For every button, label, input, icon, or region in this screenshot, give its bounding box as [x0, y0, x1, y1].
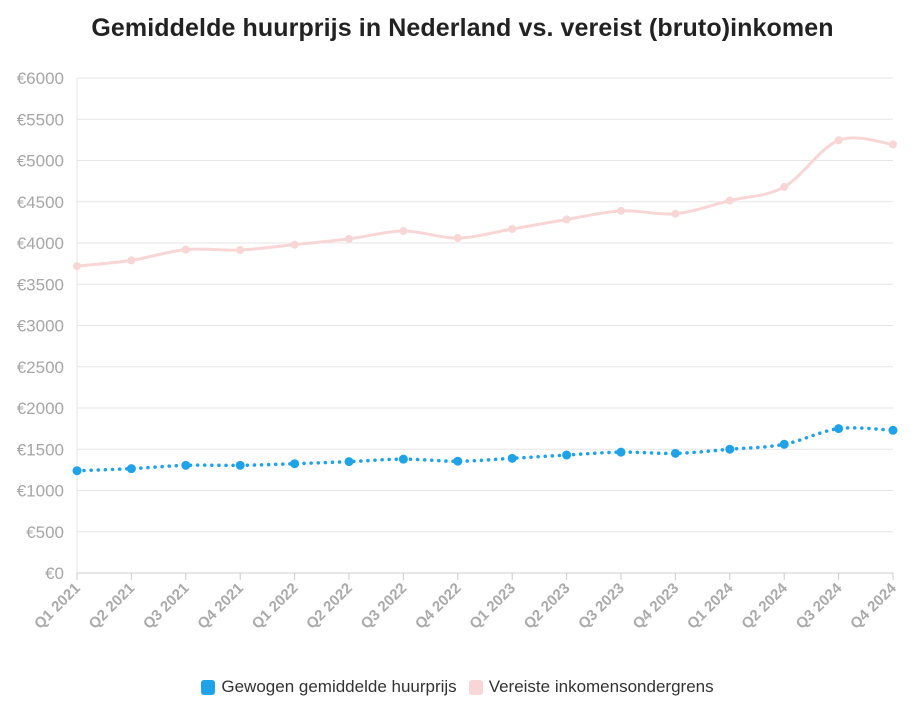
series-gewogen-gemiddelde-huurprijs	[72, 424, 898, 476]
data-point[interactable]	[725, 444, 735, 454]
legend: Gewogen gemiddelde huurprijs Vereiste ink…	[0, 677, 915, 697]
x-tick-label: Q4 2021	[194, 580, 247, 633]
y-tick-label: €1500	[17, 440, 64, 459]
data-point[interactable]	[616, 447, 626, 457]
y-tick-label: €0	[45, 564, 64, 583]
data-point[interactable]	[235, 460, 245, 470]
data-point[interactable]	[617, 206, 625, 215]
legend-swatch	[201, 679, 216, 695]
y-tick-label: €4500	[17, 193, 64, 212]
x-axis-ticks: Q1 2021 Q2 2021 Q3 2021 Q4 2021 Q1 2022 Q2 20…	[31, 579, 900, 632]
data-point[interactable]	[888, 425, 898, 435]
x-tick-label: Q1 2024	[684, 579, 737, 632]
data-point[interactable]	[181, 245, 190, 254]
data-point[interactable]	[345, 234, 353, 243]
y-tick-label: €6000	[17, 69, 64, 88]
x-tick-label: Q1 2022	[249, 580, 302, 633]
y-tick-label: €500	[26, 523, 64, 542]
x-tick-label: Q4 2022	[412, 580, 465, 633]
data-point[interactable]	[780, 182, 789, 191]
x-tick-label: Q2 2024	[738, 579, 791, 632]
data-point[interactable]	[834, 136, 843, 145]
x-tick-label: Q1 2021	[31, 580, 84, 633]
data-point[interactable]	[399, 227, 408, 236]
legend-item[interactable]: Vereiste inkomensondergrens	[468, 677, 714, 697]
data-point[interactable]	[562, 215, 571, 224]
y-axis-ticks: €0 €500 €1000 €1500 €2000 €2500 €3000 €3500 €400…	[17, 69, 64, 583]
series-vereiste-inkomensondergrens	[73, 136, 897, 271]
x-tick-label: Q3 2024	[793, 579, 846, 632]
data-point[interactable]	[126, 464, 136, 474]
data-point[interactable]	[453, 234, 462, 243]
chart-title: Gemiddelde huurprijs in Nederland vs. ve…	[91, 14, 834, 42]
x-tick-label: Q4 2024	[847, 579, 900, 632]
series-line	[75, 426, 895, 473]
x-tick-label: Q1 2023	[466, 580, 519, 633]
y-tick-label: €2000	[17, 399, 64, 418]
y-tick-label: €5000	[17, 152, 64, 171]
data-point[interactable]	[725, 196, 734, 205]
data-point[interactable]	[670, 448, 680, 458]
data-point[interactable]	[127, 256, 136, 265]
y-tick-label: €5500	[17, 110, 64, 129]
series-layer	[72, 136, 898, 476]
data-point[interactable]	[72, 466, 82, 476]
data-point[interactable]	[834, 424, 844, 434]
y-tick-label: €4000	[17, 234, 64, 253]
series-line	[75, 136, 895, 268]
x-tick-label: Q2 2023	[521, 580, 574, 633]
data-point[interactable]	[290, 240, 299, 249]
legend-item[interactable]: Gewogen gemiddelde huurprijs	[201, 677, 457, 697]
x-tick-label: Q4 2023	[630, 580, 683, 633]
data-point[interactable]	[344, 457, 354, 467]
y-tick-label: €2500	[17, 358, 64, 377]
data-point[interactable]	[507, 453, 517, 463]
x-tick-label: Q3 2022	[358, 580, 411, 633]
data-point[interactable]	[671, 209, 680, 218]
data-point[interactable]	[73, 262, 81, 271]
legend-label: Vereiste inkomensondergrens	[488, 677, 714, 696]
x-tick-label: Q2 2022	[303, 580, 356, 633]
x-tick-label: Q3 2023	[575, 580, 628, 633]
data-point[interactable]	[290, 459, 300, 469]
y-tick-label: €3000	[17, 317, 64, 336]
legend-swatch	[468, 679, 483, 695]
legend-label: Gewogen gemiddelde huurprijs	[221, 677, 457, 696]
data-point[interactable]	[236, 246, 245, 255]
y-tick-label: €1000	[17, 482, 64, 501]
data-point[interactable]	[398, 454, 408, 464]
y-tick-label: €3500	[17, 275, 64, 294]
data-point[interactable]	[562, 450, 572, 460]
data-point[interactable]	[453, 456, 463, 466]
data-point[interactable]	[181, 460, 191, 470]
x-axis	[76, 78, 894, 580]
x-tick-label: Q2 2021	[86, 580, 139, 633]
data-point[interactable]	[779, 439, 789, 449]
x-tick-label: Q3 2021	[140, 580, 193, 633]
data-point[interactable]	[889, 140, 897, 149]
data-point[interactable]	[508, 224, 517, 233]
grid-lines	[77, 77, 893, 533]
